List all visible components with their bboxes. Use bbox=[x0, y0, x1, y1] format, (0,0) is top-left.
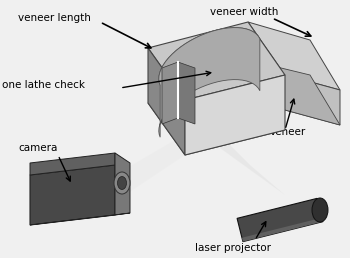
Polygon shape bbox=[30, 213, 130, 225]
Polygon shape bbox=[159, 28, 260, 85]
Text: one lathe check: one lathe check bbox=[2, 80, 85, 90]
Polygon shape bbox=[148, 48, 185, 155]
Text: laser projector: laser projector bbox=[195, 243, 271, 253]
Polygon shape bbox=[185, 100, 285, 195]
Text: veneer length: veneer length bbox=[18, 13, 91, 23]
Polygon shape bbox=[115, 153, 130, 215]
Text: camera: camera bbox=[18, 143, 57, 153]
Polygon shape bbox=[285, 75, 340, 125]
Ellipse shape bbox=[312, 198, 328, 222]
Polygon shape bbox=[148, 22, 285, 100]
Ellipse shape bbox=[118, 176, 126, 189]
Polygon shape bbox=[30, 165, 115, 225]
Text: veneer width: veneer width bbox=[210, 7, 278, 17]
Text: veneer: veneer bbox=[270, 127, 306, 137]
Ellipse shape bbox=[114, 172, 130, 194]
Polygon shape bbox=[237, 198, 323, 242]
Polygon shape bbox=[178, 62, 195, 124]
Polygon shape bbox=[159, 28, 260, 137]
Polygon shape bbox=[162, 62, 178, 124]
Polygon shape bbox=[248, 60, 340, 125]
Polygon shape bbox=[30, 153, 115, 175]
Polygon shape bbox=[248, 22, 340, 90]
Polygon shape bbox=[242, 218, 323, 242]
Polygon shape bbox=[115, 140, 185, 195]
Polygon shape bbox=[185, 75, 285, 155]
Polygon shape bbox=[148, 78, 285, 155]
